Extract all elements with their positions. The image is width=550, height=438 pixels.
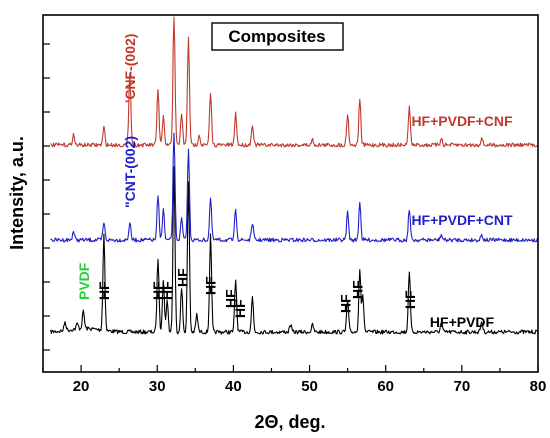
- peak-annotation: PVDF: [76, 262, 92, 300]
- labels-layer: 20 30 40 50 60 70 80: [73, 378, 547, 395]
- chart-title: Composites: [228, 27, 325, 46]
- y-axis-title: Intensity, a.u.: [7, 136, 27, 250]
- series-label-0: HF+PVDF: [430, 314, 495, 330]
- x-tick-label: 20: [73, 378, 90, 395]
- peak-annotation: HF: [203, 276, 219, 295]
- series-line-2: [50, 16, 539, 148]
- x-tick-label: 60: [377, 378, 394, 395]
- series-label-2: HF+PVDF+CNF: [411, 113, 513, 129]
- peak-annotation: HF: [159, 281, 175, 300]
- x-tick-label: 40: [225, 378, 242, 395]
- x-tick-label: 80: [530, 378, 547, 395]
- peak-annotation: HF: [232, 299, 248, 318]
- peak-annotation: HF: [222, 289, 238, 308]
- peak-annotation: "CNT-(002): [122, 136, 138, 208]
- title-box: [211, 22, 344, 51]
- peak-annotation: 'CNF-(002): [122, 34, 138, 103]
- series-line-1: [50, 132, 539, 243]
- x-axis-title: 2Θ, deg.: [254, 412, 325, 432]
- x-tick-label: 50: [301, 378, 318, 395]
- x-tick-label: 30: [149, 378, 166, 395]
- peak-annotation: HF: [337, 294, 353, 313]
- peak-annotation: HF: [350, 280, 366, 299]
- x-tick-label: 70: [454, 378, 471, 395]
- peak-annotation: HF: [174, 268, 190, 287]
- series-label-1: HF+PVDF+CNT: [411, 212, 513, 228]
- peak-annotation: HF: [96, 281, 112, 300]
- plot-frame: [42, 14, 539, 373]
- peak-annotation: HF: [150, 281, 166, 300]
- series-layer: HF+PVDF HF+PVDF+CNT HF+PVDF+CNF: [50, 16, 539, 335]
- series-line-0: [50, 166, 539, 335]
- peak-annotation: HF: [402, 290, 418, 309]
- ticks-layer: [42, 43, 539, 372]
